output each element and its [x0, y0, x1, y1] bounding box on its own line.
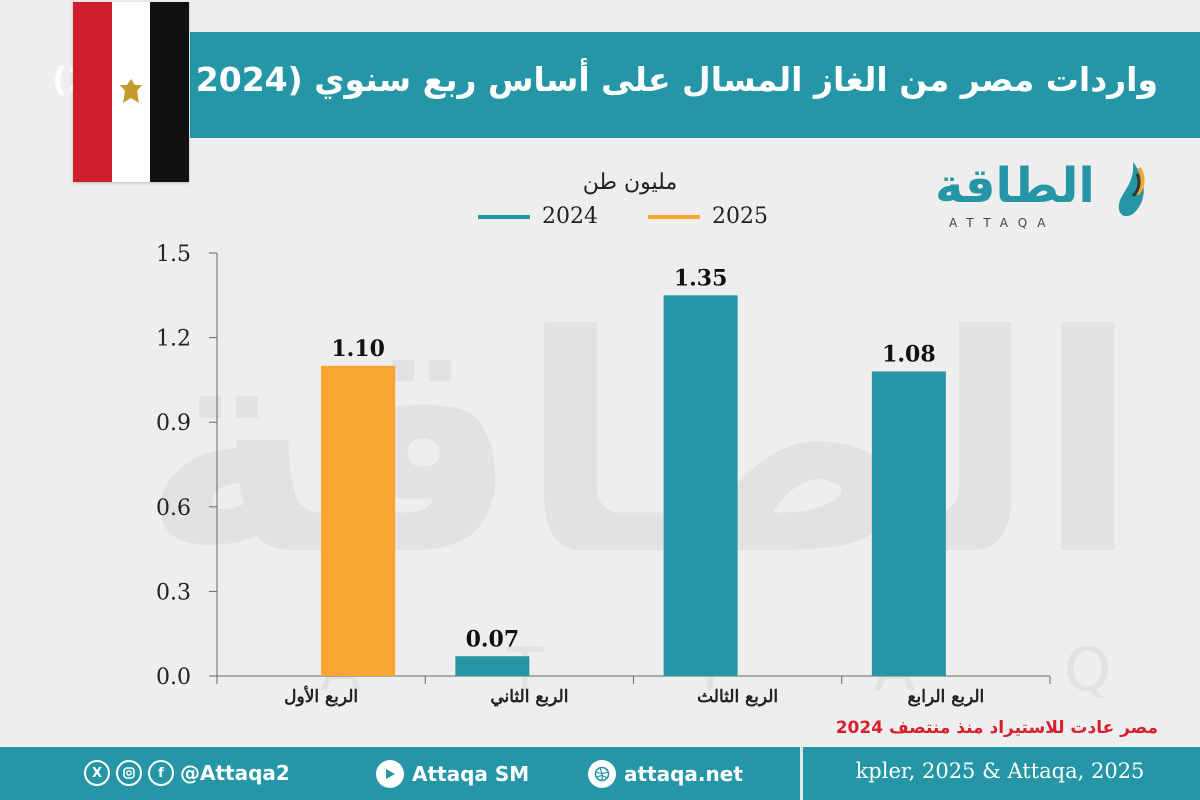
import-note: مصر عادت للاستيراد منذ منتصف 2024: [835, 718, 1158, 738]
website-link[interactable]: attaqa.net: [588, 760, 743, 788]
social-handle[interactable]: @Attaqa2: [180, 761, 290, 785]
legend-label-2024: 2024: [542, 204, 598, 229]
bar-data-label: 1.35: [674, 265, 728, 291]
legend-label-2025: 2025: [712, 204, 768, 229]
legend-item-2025: 2025: [648, 204, 768, 229]
source-text: kpler, 2025 & Attaqa, 2025: [855, 759, 1145, 783]
bar-2025-1: [321, 365, 396, 676]
y-tick-label: 1.2: [156, 327, 191, 352]
social-links: X f @Attaqa2: [84, 760, 290, 786]
bar-data-label: 1.10: [331, 336, 385, 362]
footer-divider: [800, 747, 803, 800]
x-category-label: الربع الرابع: [907, 687, 984, 707]
eagle-emblem-icon: [120, 79, 142, 103]
drop-flame-icon: [1118, 162, 1145, 217]
footer: X f @Attaqa2 Attaqa SM attaqa.net kpler,…: [0, 747, 1200, 800]
legend-swatch-2025: [648, 214, 700, 219]
bar-data-label: 1.08: [882, 341, 936, 367]
bar-chart: 0.0 0.3 0.6 0.9 1.2 1.5 الربع الأول الربع الثان…: [156, 242, 1051, 707]
logo-arabic-text: الطاقة: [935, 158, 1095, 214]
youtube-icon: [376, 760, 404, 788]
legend-swatch-2024: [478, 214, 530, 219]
website-url: attaqa.net: [624, 762, 743, 786]
egypt-flag-icon: [73, 2, 190, 182]
x-icon[interactable]: X: [84, 760, 110, 786]
title-bar: واردات مصر من الغاز المسال على أساس ربع …: [52, 32, 1200, 138]
bar-2024-4: [871, 371, 946, 676]
y-tick-label: 1.5: [156, 242, 191, 267]
logo-latin-text: ATTAQA: [949, 216, 1056, 230]
x-category-label: الربع الثالث: [697, 687, 778, 707]
facebook-icon[interactable]: f: [148, 760, 174, 786]
y-tick-label: 0.6: [156, 496, 191, 521]
bar-2024-2: [455, 656, 530, 676]
legend-item-2024: 2024: [478, 204, 598, 229]
chart-legend: 2024 2025: [470, 204, 790, 234]
x-category-label: الربع الثاني: [490, 687, 568, 707]
web-icon: [588, 760, 616, 788]
chart-title: واردات مصر من الغاز المسال على أساس ربع …: [52, 60, 1158, 99]
instagram-icon[interactable]: [116, 760, 142, 786]
youtube-link[interactable]: Attaqa SM: [376, 760, 529, 788]
x-category-label: الربع الأول: [284, 685, 358, 707]
attaqa-logo: الطاقة ATTAQA: [935, 158, 1150, 238]
y-tick-label: 0.3: [156, 580, 191, 605]
bar-2024-3: [663, 295, 738, 676]
y-tick-label: 0.9: [156, 411, 191, 436]
bar-data-label: 0.07: [466, 626, 520, 652]
y-tick-label: 0.0: [156, 665, 191, 690]
y-axis-unit-label: مليون طن: [582, 170, 678, 195]
youtube-channel-name: Attaqa SM: [412, 762, 530, 786]
